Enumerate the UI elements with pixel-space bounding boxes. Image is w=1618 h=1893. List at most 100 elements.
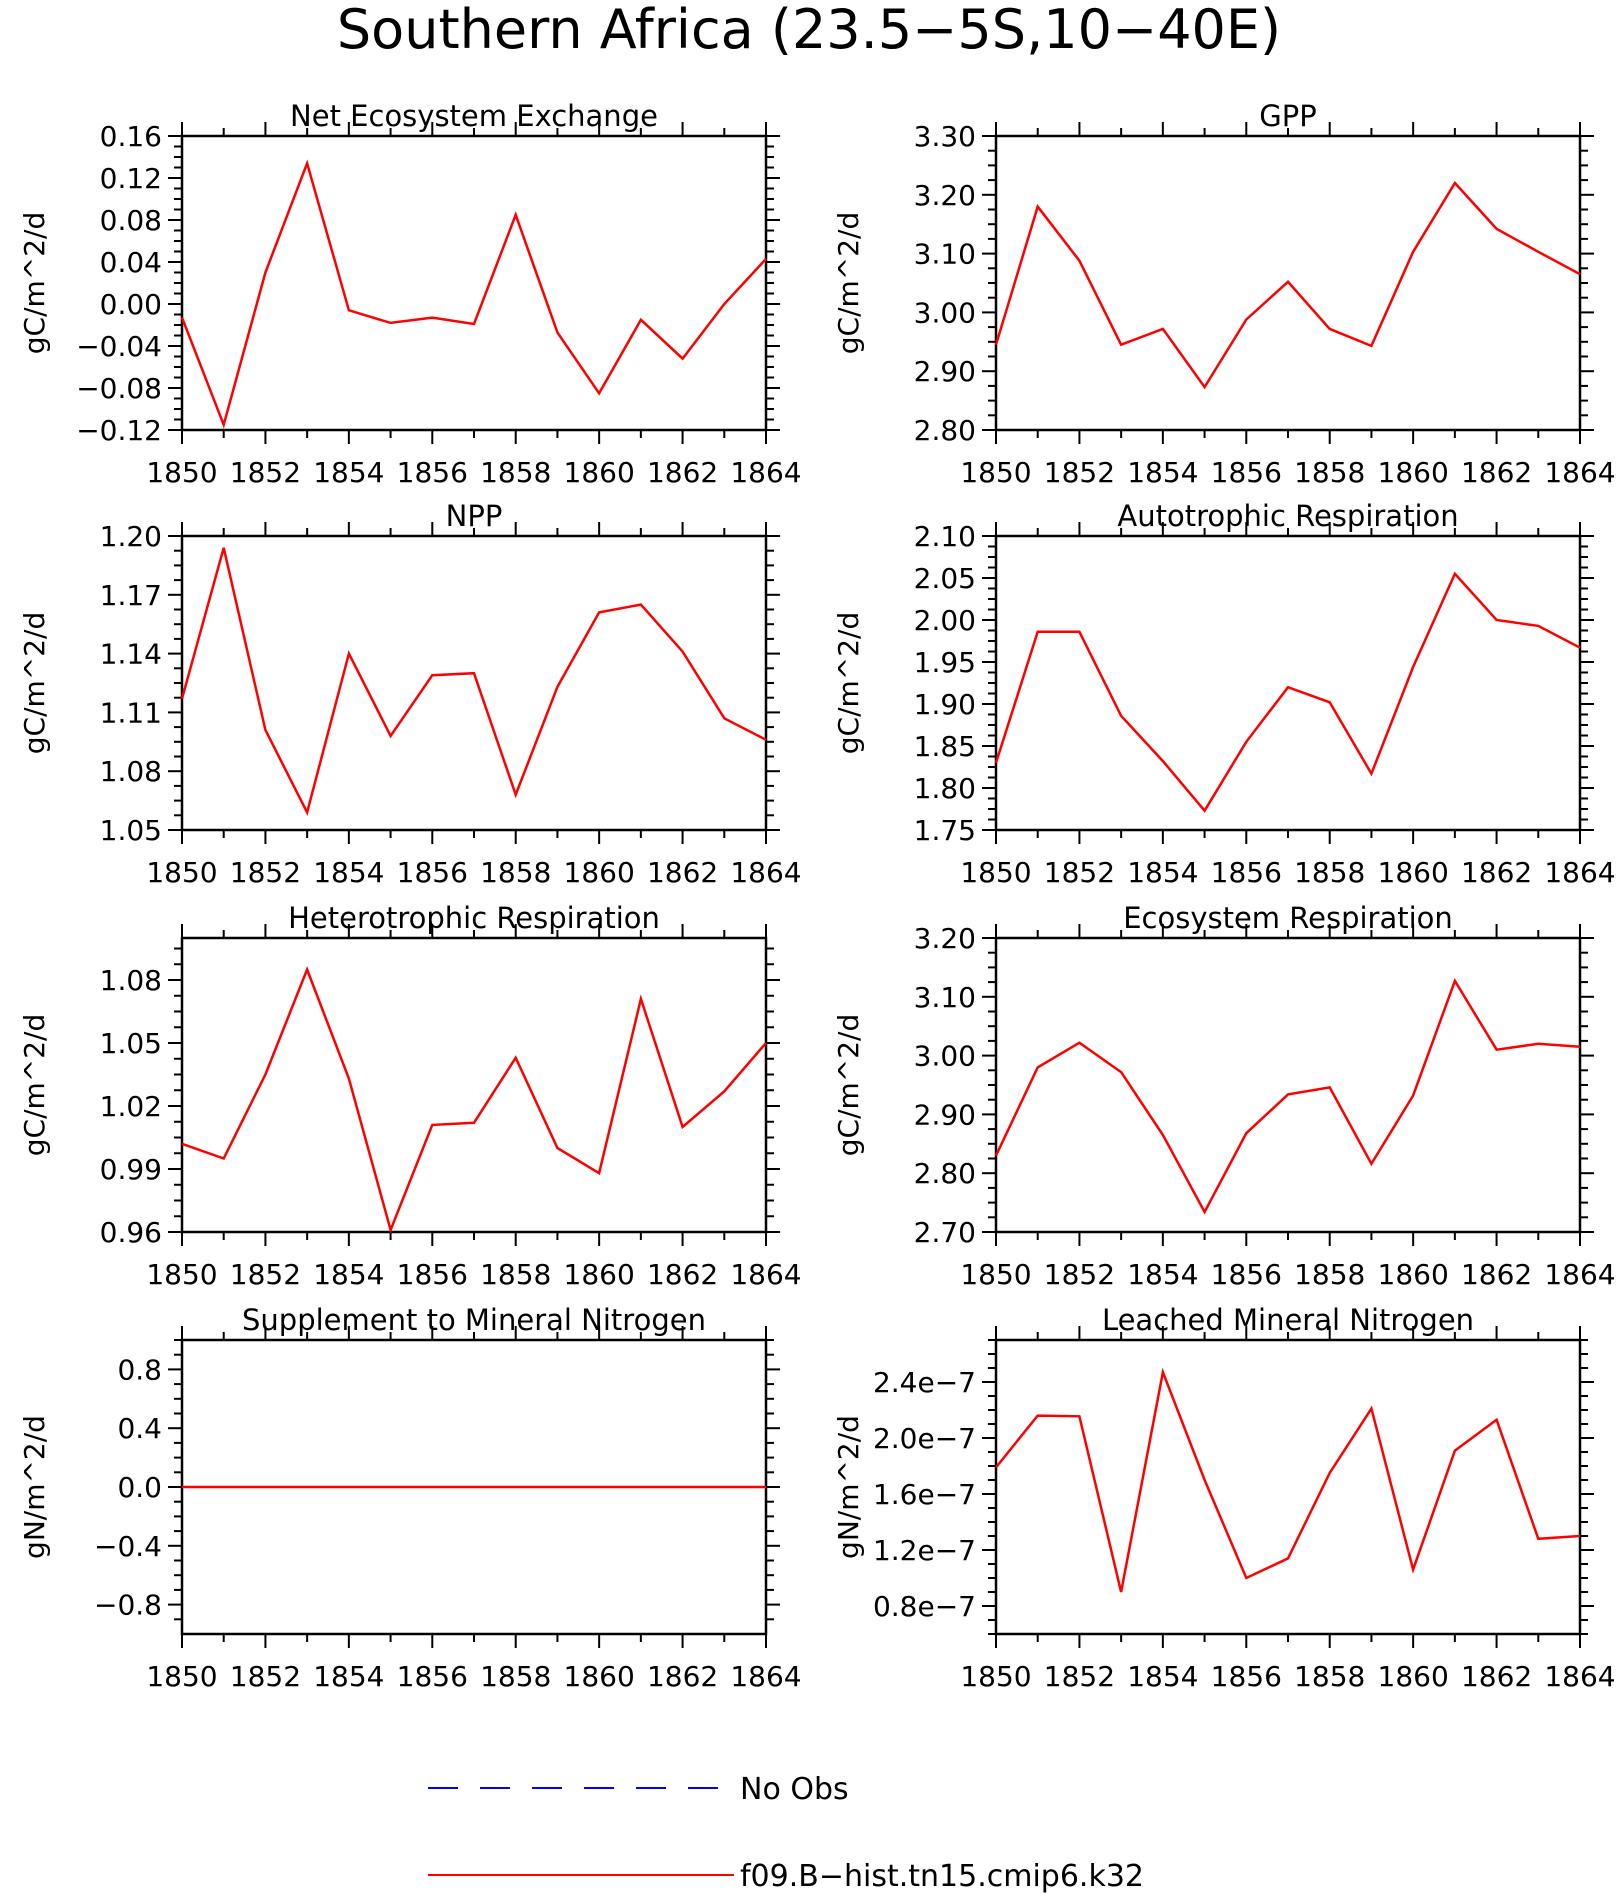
x-tick-label: 1852 [1044, 856, 1115, 889]
x-tick-label: 1850 [960, 456, 1031, 489]
y-tick-label: 0.96 [100, 1216, 162, 1249]
x-tick-label: 1864 [730, 856, 801, 889]
x-tick-label: 1858 [1294, 1258, 1365, 1291]
y-tick-label: 1.2e−7 [873, 1534, 976, 1567]
y-tick-label: 1.14 [100, 638, 162, 671]
y-tick-label: 0.04 [100, 246, 162, 279]
y-tick-label: 3.10 [914, 981, 976, 1014]
y-tick-label: 0.8e−7 [873, 1590, 976, 1623]
chart-panel: Leached Mineral Nitrogen gN/m^2/d 1850 1852… [832, 1303, 1616, 1693]
plot-frame [994, 534, 1582, 832]
x-tick-label: 1856 [397, 856, 468, 889]
panel-title: NPP [446, 499, 503, 533]
x-tick-label: 1860 [564, 1660, 635, 1693]
y-axis-label: gC/m^2/d [18, 1014, 51, 1157]
y-tick-label: 0.8 [117, 1353, 162, 1386]
x-tick-label: 1862 [1461, 1258, 1532, 1291]
x-tick-label: 1856 [1211, 456, 1282, 489]
series-line [995, 1367, 1581, 1593]
x-tick-label: 1864 [730, 1660, 801, 1693]
y-tick-label: 2.80 [914, 414, 976, 447]
y-tick-label: 3.00 [914, 296, 976, 329]
y-tick-label: 3.20 [914, 922, 976, 955]
y-tick-label: 3.00 [914, 1040, 976, 1073]
x-tick-label: 1854 [313, 456, 384, 489]
panel-title: Supplement to Mineral Nitrogen [242, 1303, 706, 1337]
y-tick-label: 1.05 [100, 1027, 162, 1060]
panel-title: Ecosystem Respiration [1123, 901, 1453, 935]
x-tick-label: 1854 [1127, 1660, 1198, 1693]
y-tick-label: 2.05 [914, 562, 976, 595]
x-tick-label: 1856 [1211, 1258, 1282, 1291]
chart-panels: Net Ecosystem Exchange gC/m^2/d 1850 1852 18… [18, 99, 1616, 1693]
x-tick-label: 1864 [1544, 856, 1615, 889]
x-tick-label: 1850 [146, 456, 217, 489]
y-tick-label: 1.05 [100, 814, 162, 847]
chart-panel: Supplement to Mineral Nitrogen gN/m^2/d 18… [18, 1303, 802, 1693]
x-tick-label: 1858 [480, 1258, 551, 1291]
plot-frame [180, 534, 768, 832]
y-axis-label: gC/m^2/d [832, 212, 865, 355]
x-tick-label: 1854 [313, 1258, 384, 1291]
series-line [181, 966, 767, 1234]
x-tick-label: 1856 [397, 1660, 468, 1693]
x-tick-label: 1864 [1544, 1258, 1615, 1291]
x-tick-label: 1858 [1294, 456, 1365, 489]
y-tick-label: 0.99 [100, 1153, 162, 1186]
y-tick-label: 2.90 [914, 355, 976, 388]
y-tick-label: 1.95 [914, 646, 976, 679]
series-line [994, 978, 1581, 1215]
y-tick-label: 2.0e−7 [873, 1422, 976, 1455]
x-tick-label: 1860 [564, 456, 635, 489]
chart-panel: GPP gC/m^2/d 1850 1852 1854 1856 1858 1860 1862 1… [832, 99, 1616, 489]
x-tick-label: 1864 [1544, 1660, 1615, 1693]
y-tick-label: 1.20 [100, 520, 162, 553]
y-tick-label: 1.90 [914, 688, 976, 721]
series-line [180, 159, 767, 429]
series-line [180, 547, 767, 816]
chart-panel: NPP gC/m^2/d 1850 1852 1854 1856 1858 1860 1862 1… [18, 499, 802, 889]
x-tick-label: 1864 [1544, 456, 1615, 489]
series-line [994, 180, 1581, 390]
x-tick-label: 1862 [1461, 456, 1532, 489]
y-tick-label: 1.75 [914, 814, 976, 847]
x-tick-label: 1854 [1127, 456, 1198, 489]
x-tick-label: 1854 [1127, 1258, 1198, 1291]
y-tick-label: 1.08 [100, 964, 162, 997]
y-tick-label: 0.0 [117, 1471, 162, 1504]
y-tick-label: 0.00 [100, 288, 162, 321]
x-tick-label: 1852 [230, 1258, 301, 1291]
x-tick-label: 1854 [313, 1660, 384, 1693]
chart-panel: Net Ecosystem Exchange gC/m^2/d 1850 1852 18… [18, 99, 802, 489]
y-tick-label: 0.4 [117, 1412, 162, 1445]
x-tick-label: 1856 [397, 1258, 468, 1291]
x-tick-label: 1862 [1461, 1660, 1532, 1693]
y-tick-label: 1.85 [914, 730, 976, 763]
panel-title: Net Ecosystem Exchange [290, 99, 658, 133]
series-line [994, 571, 1581, 813]
y-tick-label: 1.02 [100, 1090, 162, 1123]
x-tick-label: 1860 [1378, 1660, 1449, 1693]
panel-title: Autotrophic Respiration [1117, 499, 1458, 533]
y-tick-label: 1.17 [100, 579, 162, 612]
y-tick-label: 1.6e−7 [873, 1478, 976, 1511]
y-axis-label: gC/m^2/d [832, 612, 865, 755]
chart-panel: Ecosystem Respiration gC/m^2/d 1850 1852 185… [832, 901, 1616, 1291]
y-axis-label: gN/m^2/d [18, 1415, 51, 1559]
y-tick-label: 2.90 [914, 1098, 976, 1131]
plot-frame [180, 134, 768, 432]
x-tick-label: 1858 [480, 1660, 551, 1693]
y-tick-label: −0.08 [76, 372, 162, 405]
y-tick-label: −0.04 [76, 330, 162, 363]
y-tick-label: −0.12 [76, 414, 162, 447]
y-tick-label: 3.10 [914, 238, 976, 271]
y-tick-label: 0.12 [100, 162, 162, 195]
x-tick-label: 1862 [647, 1258, 718, 1291]
y-tick-label: 2.80 [914, 1157, 976, 1190]
panel-title: Heterotrophic Respiration [288, 901, 660, 935]
x-tick-label: 1858 [1294, 856, 1365, 889]
y-tick-label: 0.08 [100, 204, 162, 237]
x-tick-label: 1850 [960, 1258, 1031, 1291]
x-tick-label: 1856 [397, 456, 468, 489]
y-tick-label: 1.11 [100, 696, 162, 729]
